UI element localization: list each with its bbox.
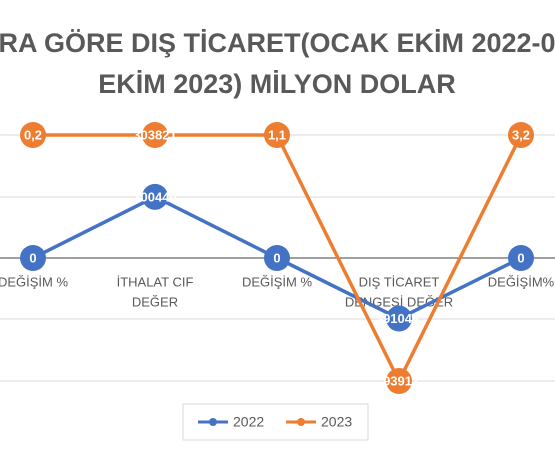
marker [20,122,46,148]
marker [386,368,412,394]
data-label: 303821 [133,127,176,142]
marker [20,245,46,271]
x-tick-label: DEĞER [132,294,178,309]
x-tick-label: İTHALAT CIF [117,274,194,289]
data-label: 0,2 [24,127,42,142]
chart-title: EKİM 2023) MİLYON DOLAR [98,69,456,99]
legend-marker [297,418,305,426]
marker [142,183,168,210]
marker [142,122,168,148]
x-tick-label: DIŞ TİCARET [359,274,440,289]
data-label: -91048 [379,311,419,326]
x-tick-label: DEĞİŞİM % [242,274,313,289]
legend-label: 2023 [321,414,352,430]
marker [264,245,290,271]
data-label: -93917 [379,373,419,388]
chart-title: RA GÖRE DIŞ TİCARET(OCAK EKİM 2022-0 [0,28,555,58]
marker [264,122,290,148]
marker [386,305,412,332]
legend-marker [209,418,217,426]
legend-label: 2022 [233,414,264,430]
data-label: 0 [517,250,524,265]
x-tick-label: DEĞİŞİM % [0,274,68,289]
data-label: 0 [29,250,36,265]
data-label: 3,2 [512,127,530,142]
data-label: 1,1 [268,127,286,142]
data-label: 300440 [133,189,176,204]
data-label: 0 [273,250,280,265]
x-tick-label: DEĞİŞİM% [488,274,555,289]
marker [508,122,534,148]
marker [508,245,534,271]
